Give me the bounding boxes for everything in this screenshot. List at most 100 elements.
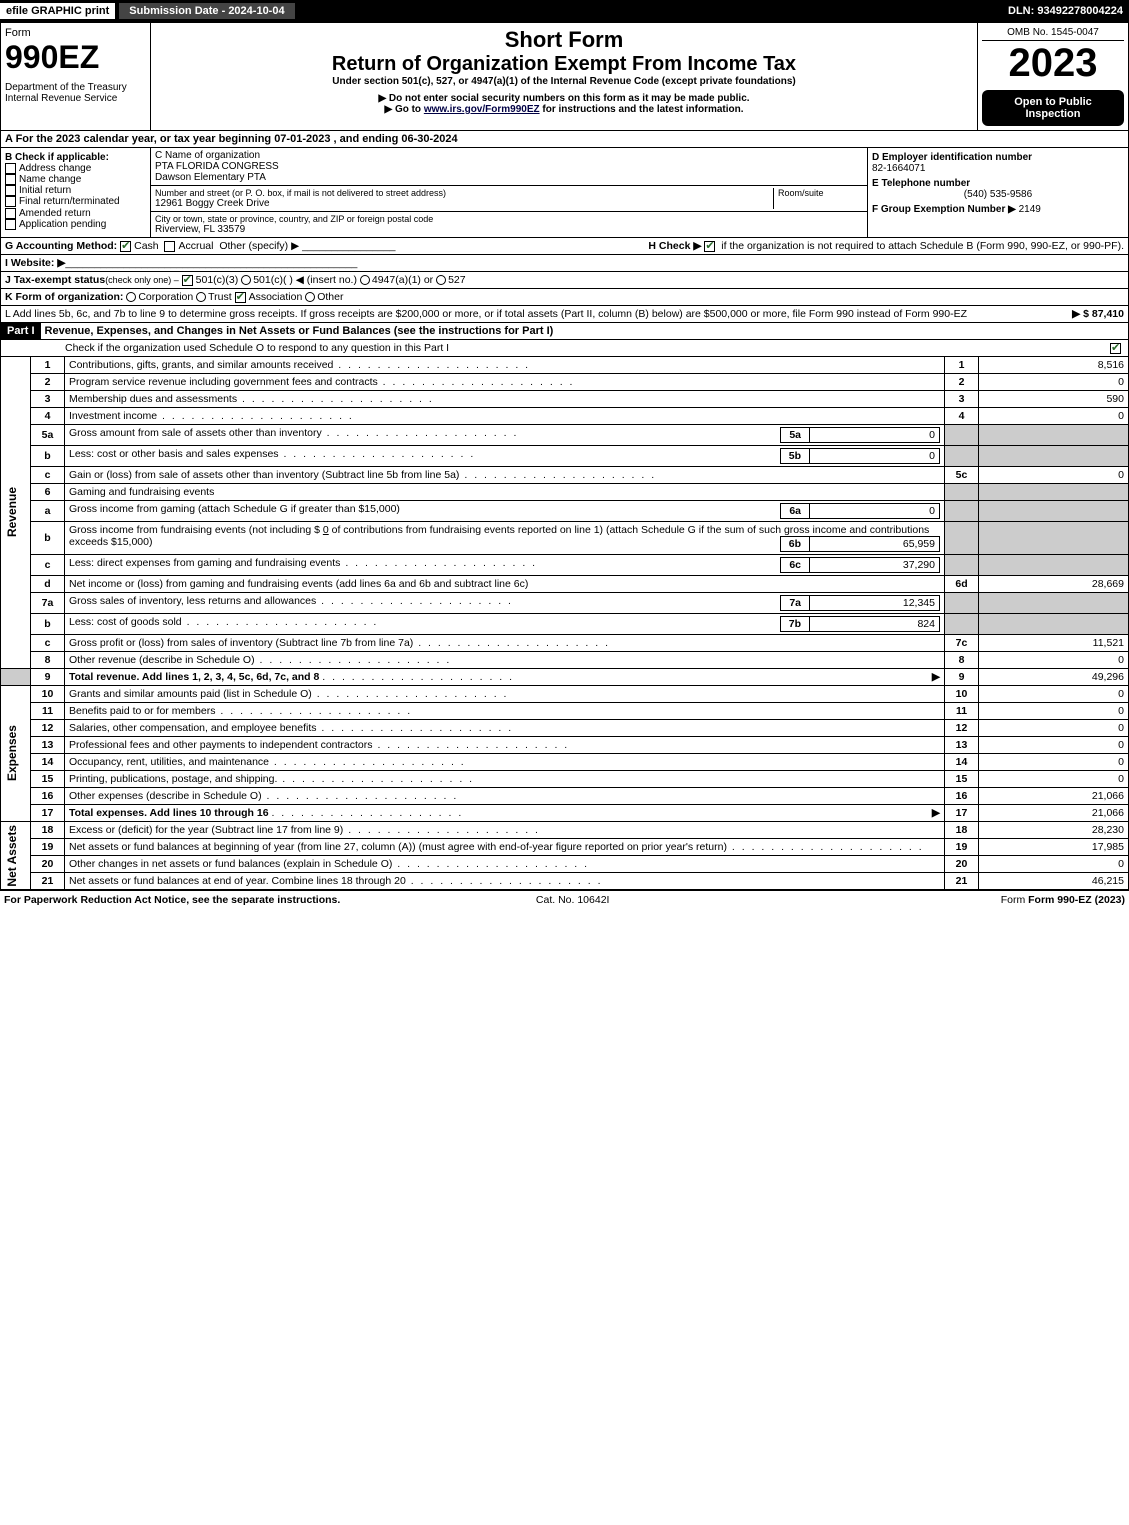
line-5c: cGain or (loss) from sale of assets othe… (1, 467, 1129, 484)
subtitle: Under section 501(c), 527, or 4947(a)(1)… (155, 76, 973, 87)
line-17: 17Total expenses. Add lines 10 through 1… (1, 805, 1129, 822)
i-label: I Website: ▶ (5, 257, 65, 269)
j-4947[interactable]: 4947(a)(1) or (360, 274, 433, 286)
chk-address-change[interactable]: Address change (5, 163, 146, 174)
line-2: 2Program service revenue including gover… (1, 374, 1129, 391)
form-header: Form 990EZ Department of the Treasury In… (0, 22, 1129, 131)
l-amount: ▶ $ 87,410 (1072, 308, 1124, 320)
k-assoc[interactable]: Association (235, 291, 303, 303)
section-b: B Check if applicable: Address change Na… (1, 148, 151, 237)
lines-table: Revenue 1Contributions, gifts, grants, a… (0, 357, 1129, 890)
form-label: Form (5, 27, 146, 39)
note-ssn: ▶ Do not enter social security numbers o… (155, 93, 973, 104)
row-i: I Website: ▶ ___________________________… (0, 255, 1129, 272)
part1-title: Revenue, Expenses, and Changes in Net As… (41, 323, 1128, 339)
street-label: Number and street (or P. O. box, if mail… (155, 188, 773, 198)
chk-final-return[interactable]: Final return/terminated (5, 196, 146, 207)
line-5b: bLess: cost or other basis and sales exp… (1, 446, 1129, 467)
footer-right: Form Form 990-EZ (2023) (1001, 894, 1125, 906)
line-18: Net Assets 18Excess or (deficit) for the… (1, 822, 1129, 839)
line-20: 20Other changes in net assets or fund ba… (1, 856, 1129, 873)
section-d-e-f: D Employer identification number 82-1664… (868, 148, 1128, 237)
g-other[interactable]: Other (specify) ▶ ________________ (219, 240, 395, 252)
line-6: 6Gaming and fundraising events (1, 484, 1129, 501)
telephone: (540) 535-9586 (872, 189, 1124, 200)
top-bar: efile GRAPHIC print Submission Date - 20… (0, 0, 1129, 22)
k-label: K Form of organization: (5, 291, 123, 303)
line-9: 9Total revenue. Add lines 1, 2, 3, 4, 5c… (1, 669, 1129, 686)
line-7b: bLess: cost of goods sold 7b824 (1, 614, 1129, 635)
chk-initial-return[interactable]: Initial return (5, 185, 146, 196)
page-footer: For Paperwork Reduction Act Notice, see … (0, 890, 1129, 909)
dept-treasury: Department of the Treasury (5, 82, 146, 93)
j-501c3[interactable]: 501(c)(3) (182, 274, 239, 286)
org-name-2: Dawson Elementary PTA (155, 172, 863, 183)
side-revenue: Revenue (5, 487, 19, 537)
row-k: K Form of organization: Corporation Trus… (0, 289, 1129, 306)
j-label: J Tax-exempt status (5, 274, 105, 286)
part1-header: Part I Revenue, Expenses, and Changes in… (0, 323, 1129, 340)
line-7c: cGross profit or (loss) from sales of in… (1, 635, 1129, 652)
header-left: Form 990EZ Department of the Treasury In… (1, 23, 151, 130)
h-block: H Check ▶ if the organization is not req… (648, 240, 1124, 252)
chk-name-change[interactable]: Name change (5, 174, 146, 185)
line-8: 8Other revenue (describe in Schedule O)8… (1, 652, 1129, 669)
row-j: J Tax-exempt status (check only one) – 5… (0, 272, 1129, 289)
k-trust[interactable]: Trust (196, 291, 232, 303)
part1-badge: Part I (1, 323, 41, 339)
g-accrual[interactable]: Accrual (164, 240, 213, 252)
footer-catno: Cat. No. 10642I (536, 894, 610, 906)
side-netassets: Net Assets (5, 825, 19, 887)
dln: DLN: 93492278004224 (1008, 5, 1129, 17)
efile-print-label[interactable]: efile GRAPHIC print (0, 3, 115, 19)
tax-year: 2023 (982, 41, 1124, 86)
line-6d: dNet income or (loss) from gaming and fu… (1, 576, 1129, 593)
j-note: (check only one) – (105, 275, 179, 285)
k-corp[interactable]: Corporation (126, 291, 193, 303)
row-l: L Add lines 5b, 6c, and 7b to line 9 to … (0, 306, 1129, 323)
title-return: Return of Organization Exempt From Incom… (155, 53, 973, 76)
line-7a: 7aGross sales of inventory, less returns… (1, 593, 1129, 614)
line-3: 3Membership dues and assessments3590 (1, 391, 1129, 408)
line-12: 12Salaries, other compensation, and empl… (1, 720, 1129, 737)
line-14: 14Occupancy, rent, utilities, and mainte… (1, 754, 1129, 771)
website-field[interactable]: ________________________________________… (65, 257, 357, 269)
header-center: Short Form Return of Organization Exempt… (151, 23, 978, 130)
line-13: 13Professional fees and other payments t… (1, 737, 1129, 754)
form-link[interactable]: www.irs.gov/Form990EZ (424, 104, 540, 115)
tel-label: E Telephone number (872, 178, 1124, 189)
room-label: Room/suite (778, 188, 863, 198)
submission-date: Submission Date - 2024-10-04 (119, 3, 294, 19)
line-10: Expenses 10Grants and similar amounts pa… (1, 686, 1129, 703)
line-6c: cLess: direct expenses from gaming and f… (1, 555, 1129, 576)
line-6a: aGross income from gaming (attach Schedu… (1, 501, 1129, 522)
name-label: C Name of organization (155, 150, 863, 161)
line-6b: b Gross income from fundraising events (… (1, 522, 1129, 555)
g-cash[interactable]: Cash (120, 240, 159, 252)
l-text: L Add lines 5b, 6c, and 7b to line 9 to … (5, 308, 967, 320)
line-5a: 5aGross amount from sale of assets other… (1, 425, 1129, 446)
row-g-h: G Accounting Method: Cash Accrual Other … (0, 238, 1129, 255)
part1-check-note: Check if the organization used Schedule … (0, 340, 1129, 357)
h-checkbox[interactable] (704, 241, 715, 252)
street: 12961 Boggy Creek Drive (155, 198, 773, 209)
group-exemption: F Group Exemption Number ▶ 2149 (872, 204, 1124, 215)
chk-application-pending[interactable]: Application pending (5, 219, 146, 230)
chk-amended-return[interactable]: Amended return (5, 208, 146, 219)
section-c: C Name of organization PTA FLORIDA CONGR… (151, 148, 868, 237)
k-other[interactable]: Other (305, 291, 343, 303)
goto-post: for instructions and the latest informat… (542, 104, 743, 115)
title-short-form: Short Form (155, 27, 973, 53)
line-11: 11Benefits paid to or for members110 (1, 703, 1129, 720)
goto-pre: ▶ Go to (384, 104, 423, 115)
j-527[interactable]: 527 (436, 274, 466, 286)
section-b-label: B Check if applicable: (5, 152, 146, 163)
line-16: 16Other expenses (describe in Schedule O… (1, 788, 1129, 805)
ein: 82-1664071 (872, 163, 1124, 174)
part1-schedule-o-checkbox[interactable] (1110, 343, 1121, 354)
part1-check-text: Check if the organization used Schedule … (5, 342, 449, 354)
note-goto: ▶ Go to www.irs.gov/Form990EZ for instru… (155, 104, 973, 115)
line-19: 19Net assets or fund balances at beginni… (1, 839, 1129, 856)
g-label: G Accounting Method: (5, 240, 117, 252)
j-501c[interactable]: 501(c)( ) ◀ (insert no.) (241, 274, 357, 286)
